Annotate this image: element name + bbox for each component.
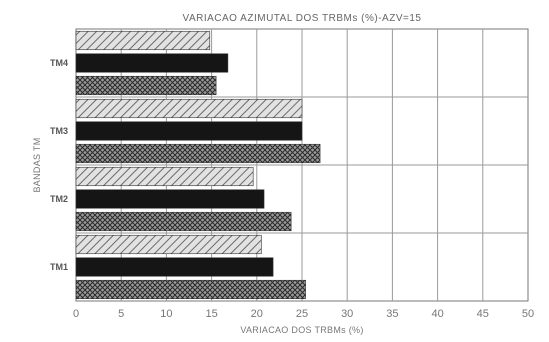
- bar-tm4-1: [75, 30, 211, 51]
- x-tick-labels: 0 5 10 15 20 25 30 35 40 45 50: [73, 308, 534, 320]
- category-label: TM3: [50, 126, 68, 136]
- x-tick-label: 25: [296, 308, 308, 320]
- x-tick-label: 35: [386, 308, 398, 320]
- x-tick-label: 40: [431, 308, 443, 320]
- chart-title: VARIACAO AZIMUTAL DOS TRBMs (%)-AZV=15: [183, 13, 422, 24]
- bar-tm1-1: [75, 234, 262, 255]
- category-label: TM1: [50, 262, 68, 272]
- category-label: TM4: [50, 58, 68, 68]
- bar-tm1-2: [75, 257, 274, 277]
- x-tick-label: 5: [118, 308, 124, 320]
- x-tick-label: 10: [160, 308, 172, 320]
- bar-tm2-3: [75, 211, 292, 232]
- category-label: TM2: [50, 194, 68, 204]
- x-tick-label: 30: [341, 308, 353, 320]
- bars: [75, 30, 321, 300]
- bar-tm2-1: [75, 166, 254, 187]
- bar-tm3-2: [75, 121, 303, 141]
- bar-tm2-2: [75, 189, 265, 209]
- x-axis-label: VARIACAO DOS TRBMs (%): [240, 325, 363, 335]
- x-tick-label: 50: [522, 308, 534, 320]
- gridlines: [76, 29, 528, 301]
- x-tick-label: 45: [477, 308, 489, 320]
- bar-tm3-1: [75, 98, 303, 119]
- category-labels: TM4 TM3 TM2 TM1: [50, 58, 68, 272]
- bar-tm3-3: [75, 143, 321, 164]
- x-tick-label: 20: [251, 308, 263, 320]
- x-tick-label: 15: [205, 308, 217, 320]
- x-tick-label: 0: [73, 308, 79, 320]
- bar-tm4-3: [75, 75, 217, 96]
- bar-tm1-3: [75, 279, 306, 300]
- y-axis-label: BANDAS TM: [32, 137, 42, 192]
- bar-tm4-2: [75, 53, 229, 73]
